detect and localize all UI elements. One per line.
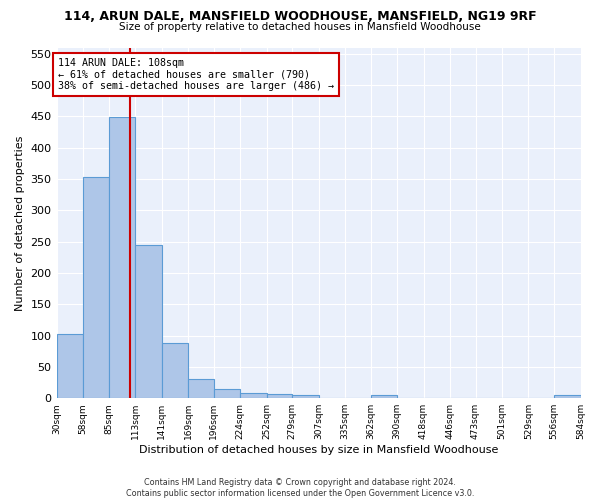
- X-axis label: Distribution of detached houses by size in Mansfield Woodhouse: Distribution of detached houses by size …: [139, 445, 498, 455]
- Text: Contains HM Land Registry data © Crown copyright and database right 2024.
Contai: Contains HM Land Registry data © Crown c…: [126, 478, 474, 498]
- Text: 114, ARUN DALE, MANSFIELD WOODHOUSE, MANSFIELD, NG19 9RF: 114, ARUN DALE, MANSFIELD WOODHOUSE, MAN…: [64, 10, 536, 23]
- Y-axis label: Number of detached properties: Number of detached properties: [15, 135, 25, 310]
- Bar: [240, 392, 266, 398]
- Text: 114 ARUN DALE: 108sqm
← 61% of detached houses are smaller (790)
38% of semi-det: 114 ARUN DALE: 108sqm ← 61% of detached …: [58, 58, 334, 92]
- Bar: [56, 334, 83, 398]
- Bar: [214, 390, 240, 398]
- Bar: [371, 395, 397, 398]
- Bar: [135, 245, 161, 398]
- Bar: [188, 380, 214, 398]
- Text: Size of property relative to detached houses in Mansfield Woodhouse: Size of property relative to detached ho…: [119, 22, 481, 32]
- Bar: [554, 395, 581, 398]
- Bar: [83, 176, 109, 398]
- Bar: [109, 117, 135, 398]
- Bar: [292, 395, 319, 398]
- Bar: [266, 394, 292, 398]
- Bar: [161, 343, 188, 398]
